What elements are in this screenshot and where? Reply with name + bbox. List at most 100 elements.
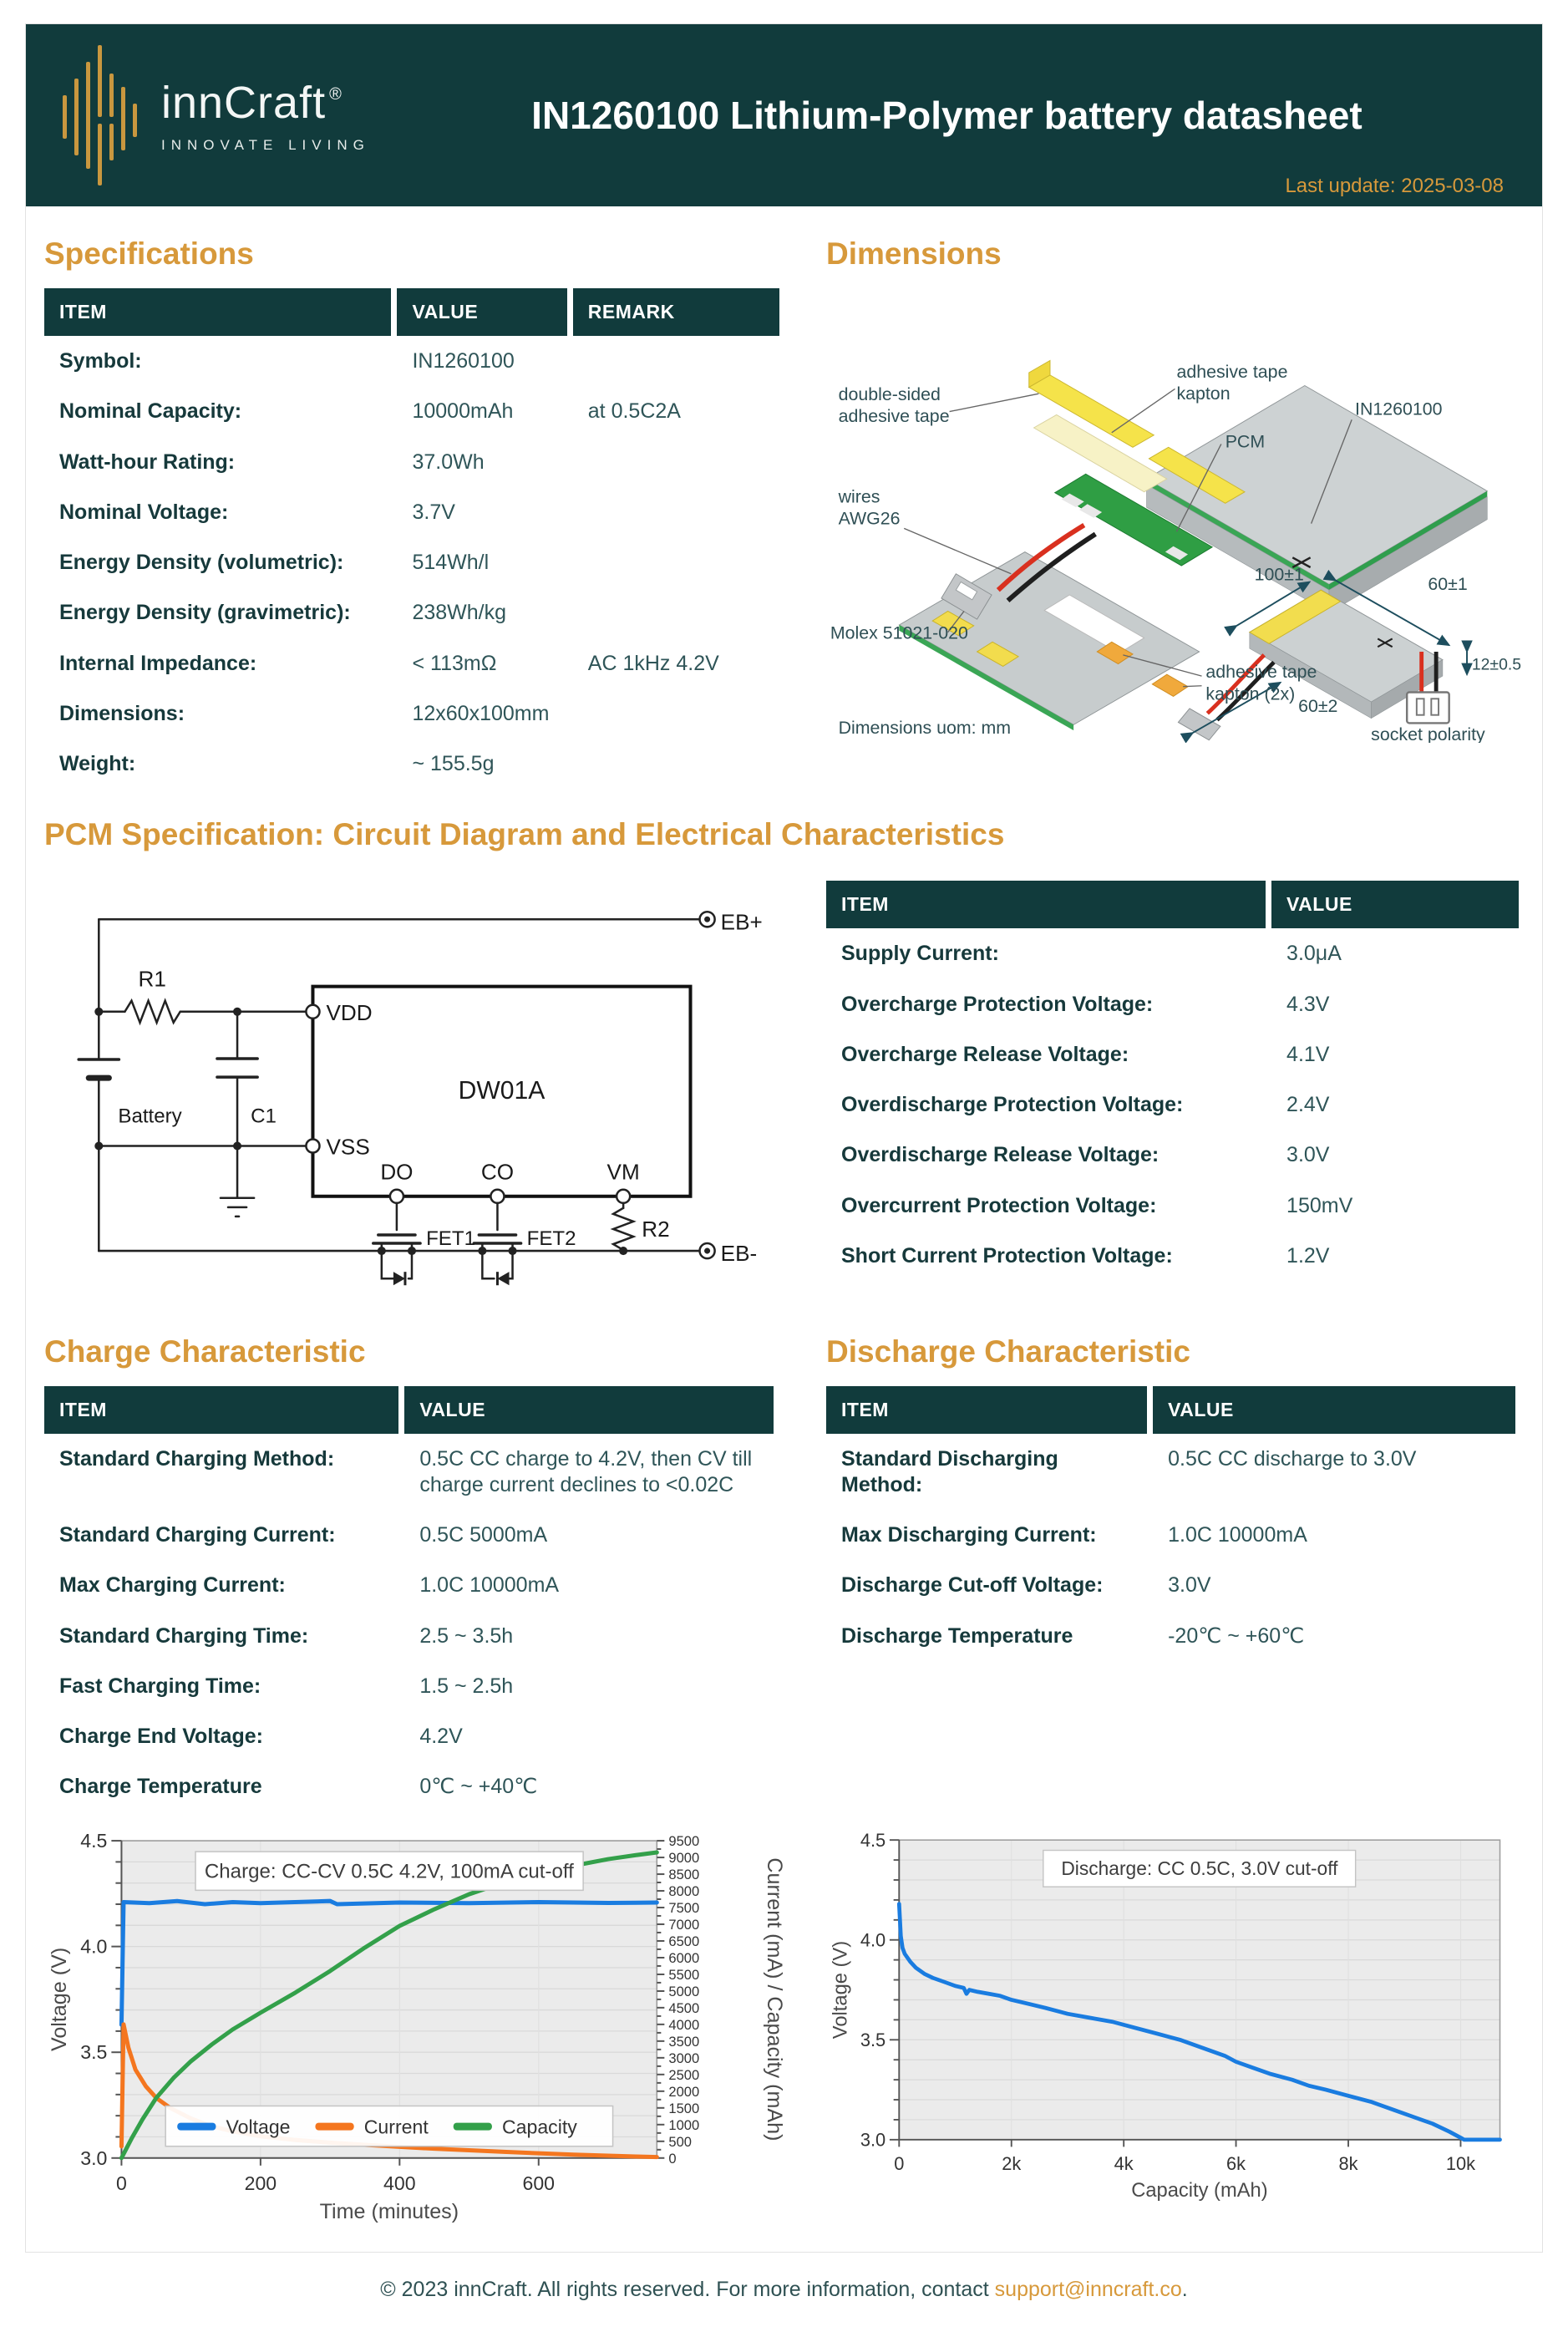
label-vdd: VDD <box>327 1000 373 1025</box>
table-header-cell: ITEM <box>826 881 1266 929</box>
label-battery: Battery <box>118 1105 181 1128</box>
svg-text:4.0: 4.0 <box>80 1935 107 1957</box>
pcm-table: ITEM VALUE Supply Current: 3.0μA Overcharge … <box>826 881 1524 1281</box>
svg-text:4000: 4000 <box>668 2016 699 2032</box>
svg-text:adhesive tape: adhesive tape <box>839 406 950 426</box>
label-dim-thickness: 12±0.5 <box>1472 655 1521 673</box>
svg-text:9000: 9000 <box>668 1850 699 1866</box>
row-label: Energy Density (volumetric): <box>59 551 344 574</box>
row-label: Discharge Cut-off Voltage: <box>841 1573 1104 1598</box>
svg-text:8000: 8000 <box>668 1883 699 1899</box>
label-fet2: FET2 <box>527 1227 576 1250</box>
row-value: 37.0Wh <box>412 450 485 474</box>
table-header-cell: ITEM <box>44 288 392 336</box>
label-double-sided-tape: double-sided <box>839 384 941 404</box>
row-value: 3.0V <box>1286 1143 1330 1167</box>
table-row: Max Charging Current: 1.0C 10000mA <box>44 1560 783 1610</box>
main-content: Specifications ITEM VALUE REMARK Symbol: IN1… <box>26 206 1542 2252</box>
row-value: 12x60x100mm <box>412 701 550 725</box>
row-value: IN1260100 <box>412 349 515 373</box>
svg-text:kapton (2x): kapton (2x) <box>1205 683 1295 704</box>
row-value <box>573 336 780 386</box>
svg-text:8k: 8k <box>1338 2153 1357 2174</box>
row-label: Overcurrent Protection Voltage: <box>841 1193 1157 1217</box>
row-value: 0.5C 5000mA <box>419 1523 548 1547</box>
label-vm: VM <box>607 1160 640 1185</box>
table-row: Discharge Cut-off Voltage: 3.0V <box>826 1560 1524 1610</box>
row-value <box>573 487 780 537</box>
row-value <box>573 437 780 487</box>
svg-text:400: 400 <box>383 2172 416 2194</box>
section-title-discharge: Discharge Characteristic <box>826 1334 1190 1369</box>
charge-table: ITEM VALUE Standard Charging Method: 0.5C C… <box>44 1385 783 1812</box>
svg-text:6k: 6k <box>1226 2153 1246 2174</box>
table-row: Charge End Voltage: 4.2V <box>44 1711 783 1761</box>
page-title: IN1260100 Lithium-Polymer battery datash… <box>531 94 1362 137</box>
row-label: Standard Charging Current: <box>59 1523 336 1547</box>
svg-text:1000: 1000 <box>668 2116 699 2132</box>
svg-text:1500: 1500 <box>668 2100 699 2116</box>
table-header-cell: REMARK <box>572 288 780 336</box>
table-row: Overcharge Protection Voltage: 4.3V <box>826 979 1524 1029</box>
row-label: Internal Impedance: <box>59 651 257 675</box>
svg-text:kapton: kapton <box>1176 384 1230 404</box>
svg-text:Capacity (mAh): Capacity (mAh) <box>1131 2180 1267 2202</box>
row-value: < 113mΩ <box>412 651 497 675</box>
leader-lines <box>903 388 1352 688</box>
specifications-table: ITEM VALUE REMARK Symbol: IN1260100 Nominal C… <box>44 288 783 789</box>
row-value: -20℃ ~ +60℃ <box>1168 1623 1305 1648</box>
footer: © 2023 innCraft. All rights reserved. Fo… <box>380 2277 1188 2301</box>
svg-text:5500: 5500 <box>668 1967 699 1983</box>
row-label: Fast Charging Time: <box>59 1674 261 1698</box>
table-row: Overcharge Release Voltage: 4.1V <box>826 1029 1524 1080</box>
label-eb-minus: EB- <box>721 1241 758 1266</box>
kapton-square-2 <box>1151 673 1189 697</box>
label-co: CO <box>481 1160 514 1185</box>
label-kapton-2x: adhesive tape <box>1205 662 1317 682</box>
table-row: Standard Discharging Method: 0.5C CC disc… <box>826 1434 1524 1511</box>
svg-text:5000: 5000 <box>668 1984 699 1999</box>
row-value: 1.0C 10000mA <box>1168 1523 1307 1547</box>
registered-mark: ® <box>329 85 343 104</box>
table-row: Short Current Protection Voltage: 1.2V <box>826 1231 1524 1281</box>
header: innCraft ® INNOVATE LIVING IN1260100 Lith… <box>26 24 1542 206</box>
row-value: 514Wh/l <box>412 551 490 574</box>
row-label: Overdischarge Protection Voltage: <box>841 1093 1184 1116</box>
table-row: Nominal Voltage: 3.7V <box>44 487 783 537</box>
pcm-section: PCM Specification: Circuit Diagram and E… <box>44 817 1524 1305</box>
row-value: 10000mAh <box>412 399 514 424</box>
content-card: innCraft ® INNOVATE LIVING IN1260100 Lith… <box>25 23 1543 2253</box>
svg-text:Voltage: Voltage <box>226 2116 290 2137</box>
row-value: 4.3V <box>1286 992 1330 1016</box>
row-label: Supply Current: <box>841 942 999 966</box>
label-uom-note: Dimensions uom: mm <box>839 718 1012 738</box>
table-row: Overdischarge Protection Voltage: 2.4V <box>826 1080 1524 1130</box>
svg-text:6000: 6000 <box>668 1950 699 1966</box>
row-label: Discharge Temperature <box>841 1623 1073 1648</box>
row-value: ~ 155.5g <box>412 752 495 775</box>
table-row: Discharge Temperature -20℃ ~ +60℃ <box>826 1611 1524 1661</box>
label-kapton-tape: adhesive tape <box>1176 362 1287 382</box>
dimension-arrows <box>1180 569 1473 743</box>
table-row: Watt-hour Rating: 37.0Wh <box>44 437 783 487</box>
brand-name: innCraft ® <box>161 78 343 128</box>
label-fet1: FET1 <box>426 1227 475 1250</box>
row-value: 1.2V <box>1286 1243 1330 1268</box>
row-value: AC 1kHz 4.2V <box>587 651 719 675</box>
row-value: 150mV <box>1286 1193 1353 1217</box>
inncraft-logo: innCraft ® INNOVATE LIVING <box>61 43 370 187</box>
row-value: 4.1V <box>1286 1042 1330 1066</box>
label-dim-wire: 60±2 <box>1298 696 1337 716</box>
label-chip: DW01A <box>459 1077 546 1105</box>
table-row: Standard Charging Current: 0.5C 5000mA <box>44 1510 783 1560</box>
table-row: Charge Temperature 0℃ ~ +40℃ <box>44 1761 783 1811</box>
support-email-link[interactable]: support@inncraft.co <box>994 2277 1182 2301</box>
svg-text:Time (minutes): Time (minutes) <box>320 2200 459 2223</box>
svg-text:Voltage (V): Voltage (V) <box>830 1940 852 2038</box>
row-value: 2.4V <box>1286 1093 1330 1116</box>
table-row: Symbol: IN1260100 <box>44 336 783 386</box>
svg-text:Capacity: Capacity <box>502 2116 577 2137</box>
section-title-charge: Charge Characteristic <box>44 1334 366 1369</box>
table-row: Energy Density (gravimetric): 238Wh/kg <box>44 587 783 638</box>
svg-text:Charge: CC-CV 0.5C 4.2V, 100mA: Charge: CC-CV 0.5C 4.2V, 100mA cut-off <box>205 1860 574 1882</box>
